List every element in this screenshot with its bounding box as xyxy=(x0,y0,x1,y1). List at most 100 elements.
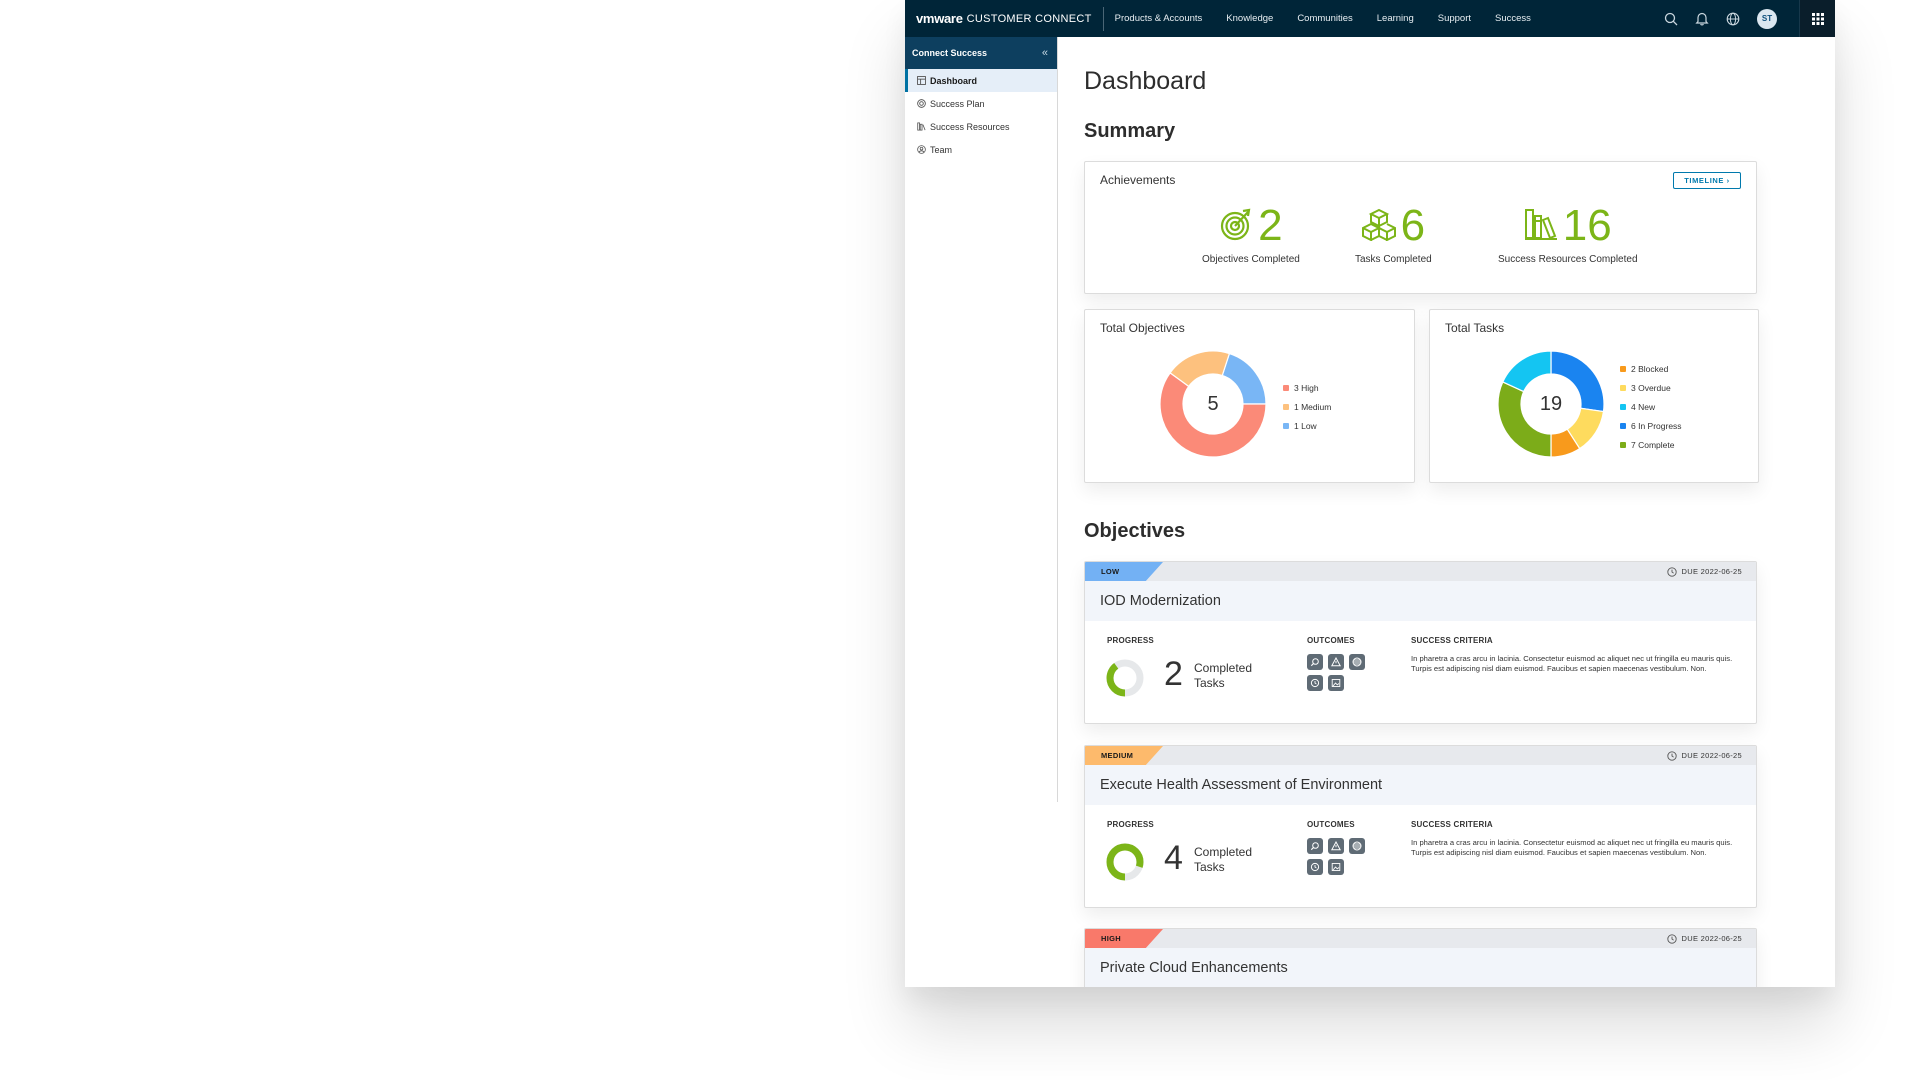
legend-swatch-complete xyxy=(1620,441,1626,448)
legend-label: 3 High xyxy=(1294,382,1319,393)
due-date: DUE 2022-06-25 xyxy=(1666,562,1742,581)
boxes-icon xyxy=(1360,207,1397,246)
objective-card[interactable]: HIGH DUE 2022-06-25 Private Cloud Enhanc… xyxy=(1084,928,1757,987)
search-icon[interactable] xyxy=(1663,11,1679,27)
outcomes-icons xyxy=(1307,654,1371,696)
objective-body: PROGRESS 4 Completed Tasks OUTCOMES SUCC… xyxy=(1085,805,1756,907)
image-icon[interactable] xyxy=(1328,859,1344,875)
priority-badge: LOW xyxy=(1085,562,1163,581)
brand[interactable]: vmware CUSTOMER CONNECT xyxy=(905,0,1092,37)
objectives-donut-chart xyxy=(1159,350,1267,458)
total-objectives-title: Total Objectives xyxy=(1100,321,1185,335)
sidebar-item-dashboard[interactable]: Dashboard xyxy=(905,69,1057,92)
legend-item: 2 Blocked xyxy=(1620,359,1682,378)
success-criteria-text: In pharetra a cras arcu in lacinia. Cons… xyxy=(1411,654,1733,673)
success-criteria-text: In pharetra a cras arcu in lacinia. Cons… xyxy=(1411,838,1733,857)
success-criteria-label: SUCCESS CRITERIA xyxy=(1411,820,1493,829)
dashboard-icon xyxy=(916,76,926,86)
legend-item: 4 New xyxy=(1620,397,1682,416)
database-icon[interactable] xyxy=(1349,654,1365,670)
donut-slice-1-medium[interactable] xyxy=(1169,350,1231,388)
legend-label: 7 Complete xyxy=(1631,439,1675,450)
nav-item-knowledge[interactable]: Knowledge xyxy=(1226,13,1274,24)
donut-slice-3-high[interactable] xyxy=(1159,372,1267,458)
legend-swatch-high xyxy=(1283,384,1289,391)
objectives-legend: 3 High 1 Medium 1 Low xyxy=(1283,378,1331,435)
magnifier-icon[interactable] xyxy=(1307,838,1323,854)
objective-header: LOW DUE 2022-06-25 xyxy=(1085,562,1756,581)
database-icon[interactable] xyxy=(1349,838,1365,854)
objectives-donut: 5 xyxy=(1159,350,1267,462)
warning-icon[interactable] xyxy=(1328,838,1344,854)
objectives-total: 5 xyxy=(1207,392,1219,415)
history-icon[interactable] xyxy=(1307,859,1323,875)
donut-slice-4-new[interactable] xyxy=(1501,350,1552,393)
sidebar-item-success-resources[interactable]: Success Resources xyxy=(905,115,1057,138)
nav-menu: Products & Accounts Knowledge Communitie… xyxy=(1115,0,1555,37)
completed-label: Completed Tasks xyxy=(1194,845,1253,874)
sidebar-item-label: Success Resources xyxy=(930,121,1010,132)
progress-ring-fill xyxy=(1106,659,1144,697)
objective-header: HIGH DUE 2022-06-25 xyxy=(1085,929,1756,948)
summary-heading: Summary xyxy=(1084,120,1176,142)
clock-icon xyxy=(1666,750,1677,761)
objective-card[interactable]: LOW DUE 2022-06-25 IOD Modernization PRO… xyxy=(1084,561,1757,724)
completed-label: Completed Tasks xyxy=(1194,661,1253,690)
resources-completed-value: 16 xyxy=(1562,201,1612,250)
timeline-button[interactable]: TIMELINE › xyxy=(1673,172,1741,189)
completed-count: 4 xyxy=(1164,839,1183,877)
objective-title[interactable]: Execute Health Assessment of Environment xyxy=(1085,765,1756,805)
sidebar-header: Connect Success « xyxy=(905,37,1057,69)
app-window: vmware CUSTOMER CONNECT Products & Accou… xyxy=(905,0,1835,987)
objective-body: PROGRESS 2 Completed Tasks OUTCOMES SUCC… xyxy=(1085,621,1756,723)
legend-label: 2 Blocked xyxy=(1631,363,1669,374)
objectives-completed-label: Objectives Completed xyxy=(1202,254,1300,265)
due-date: DUE 2022-06-25 xyxy=(1666,746,1742,765)
globe-icon[interactable] xyxy=(1725,11,1741,27)
objective-title[interactable]: IOD Modernization xyxy=(1085,581,1756,621)
bell-icon[interactable] xyxy=(1694,11,1710,27)
outcomes-label: OUTCOMES xyxy=(1307,820,1355,829)
history-icon[interactable] xyxy=(1307,675,1323,691)
warning-icon[interactable] xyxy=(1328,654,1344,670)
legend-label: 3 Overdue xyxy=(1631,382,1671,393)
nav-item-support[interactable]: Support xyxy=(1437,13,1472,24)
legend-label: 1 Low xyxy=(1294,420,1317,431)
outcomes-icons xyxy=(1307,838,1371,880)
objective-card[interactable]: MEDIUM DUE 2022-06-25 Execute Health Ass… xyxy=(1084,745,1757,908)
nav-item-learning[interactable]: Learning xyxy=(1376,13,1414,24)
progress-label: PROGRESS xyxy=(1107,636,1154,645)
legend-label: 1 Medium xyxy=(1294,401,1332,412)
nav-item-success[interactable]: Success xyxy=(1495,13,1531,24)
magnifier-icon[interactable] xyxy=(1307,654,1323,670)
legend-item: 3 High xyxy=(1283,378,1331,397)
top-navigation: vmware CUSTOMER CONNECT Products & Accou… xyxy=(905,0,1835,37)
nav-item-products-accounts[interactable]: Products & Accounts xyxy=(1114,13,1203,24)
progress-ring-fill xyxy=(1106,843,1144,881)
sidebar-item-success-plan[interactable]: Success Plan xyxy=(905,92,1057,115)
completed-count: 2 xyxy=(1164,655,1183,693)
sidebar-item-team[interactable]: Team xyxy=(905,138,1057,161)
team-icon xyxy=(916,145,926,155)
legend-swatch-blocked xyxy=(1620,365,1626,372)
nav-item-communities[interactable]: Communities xyxy=(1297,13,1353,24)
legend-item: 1 Low xyxy=(1283,416,1331,435)
user-avatar[interactable]: ST xyxy=(1757,8,1777,29)
objectives-heading: Objectives xyxy=(1084,520,1186,542)
clock-icon xyxy=(1666,933,1677,944)
legend-label: 4 New xyxy=(1631,401,1656,412)
objective-title[interactable]: Private Cloud Enhancements xyxy=(1085,948,1756,987)
outcomes-label: OUTCOMES xyxy=(1307,636,1355,645)
progress-ring xyxy=(1106,843,1144,881)
sidebar-title: Connect Success xyxy=(912,48,988,58)
legend-swatch-in-progress xyxy=(1620,422,1626,429)
app-grid-icon[interactable] xyxy=(1799,0,1835,37)
achievement-resources: 16 Success Resources Completed xyxy=(1498,201,1638,266)
image-icon[interactable] xyxy=(1328,675,1344,691)
double-chevron-left-icon[interactable]: « xyxy=(1041,47,1048,59)
achievements-card: Achievements TIMELINE › 2 Objectives Com… xyxy=(1084,161,1757,294)
legend-swatch-new xyxy=(1620,403,1626,410)
due-date-text: DUE 2022-06-25 xyxy=(1681,934,1742,943)
books-icon xyxy=(916,122,926,132)
clock-icon xyxy=(1666,566,1677,577)
